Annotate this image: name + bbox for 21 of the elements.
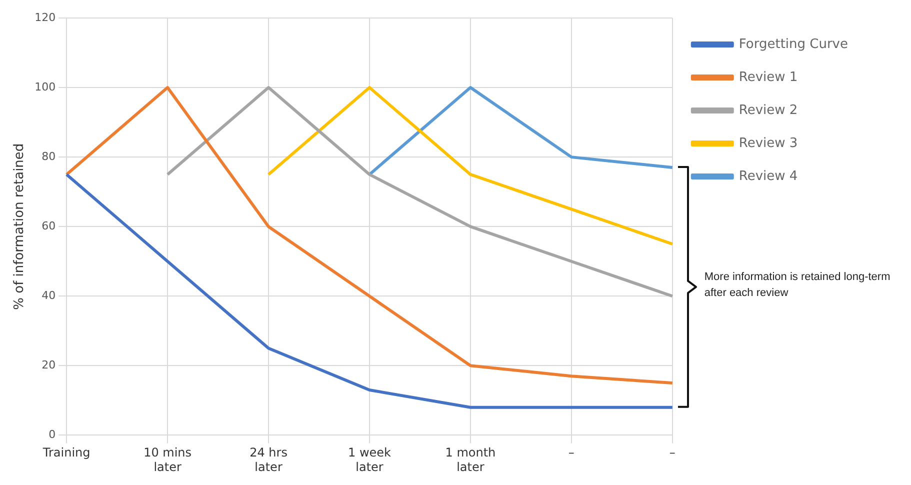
legend-label: Review 1 bbox=[738, 70, 798, 85]
y-tick-label: 0 bbox=[48, 428, 56, 442]
x-tick-label: – bbox=[669, 446, 676, 460]
text: More information is retained long-term after each review bbox=[704, 270, 892, 302]
legend-label: Review 3 bbox=[738, 136, 798, 151]
y-tick-label: 80 bbox=[42, 150, 56, 163]
x-tick-label: 1 month later bbox=[445, 446, 496, 474]
x-tick-label: 24 hrs later bbox=[250, 446, 288, 474]
x-tick-label: – bbox=[568, 446, 574, 460]
y-tick-label: 120 bbox=[34, 10, 56, 24]
x-tick-label: 1 week later bbox=[348, 446, 392, 474]
y-tick-label: 100 bbox=[34, 80, 56, 94]
y-tick-label: 60 bbox=[42, 219, 56, 232]
legend-label: Review 2 bbox=[738, 102, 798, 118]
y-tick-label: 40 bbox=[42, 288, 56, 302]
legend-label: Review 4 bbox=[738, 168, 798, 184]
x-tick-label: Training bbox=[42, 446, 90, 460]
y-axis-title: % of information retained bbox=[12, 143, 28, 310]
y-tick-label: 20 bbox=[42, 358, 56, 372]
x-tick-label: 10 mins later bbox=[144, 446, 192, 474]
legend-label: Forgetting Curve bbox=[738, 36, 848, 52]
